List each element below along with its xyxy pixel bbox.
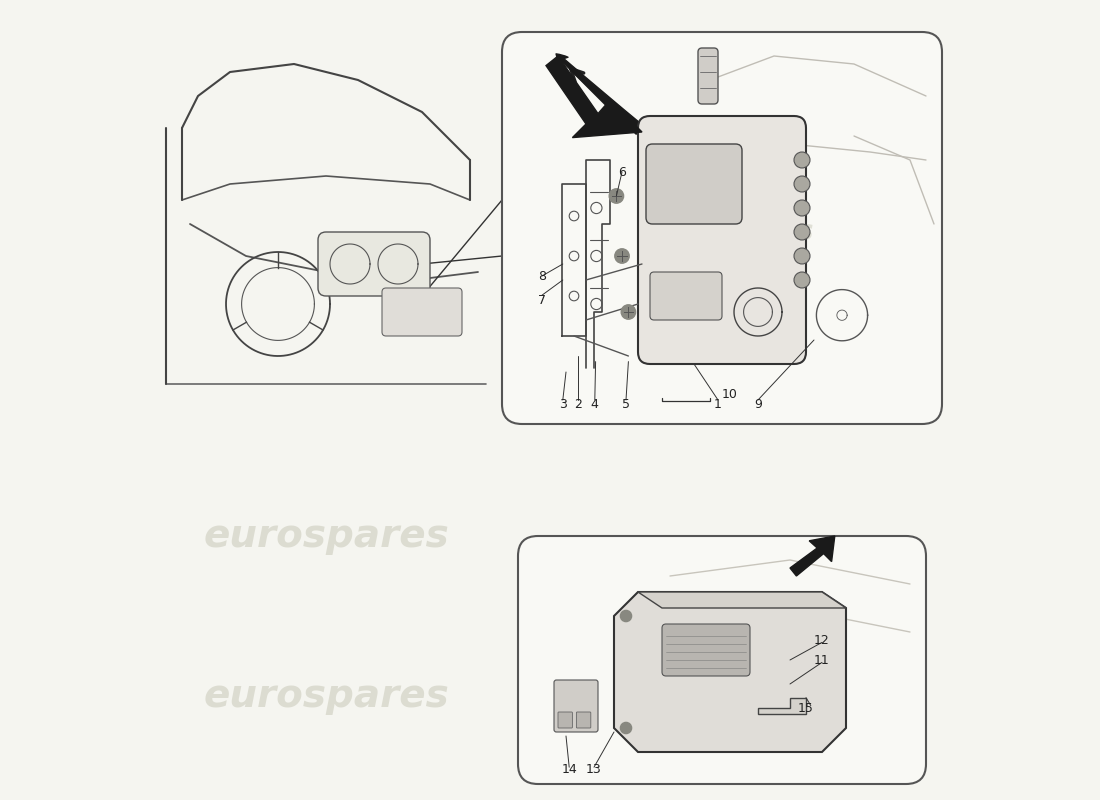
Polygon shape <box>638 592 846 608</box>
FancyBboxPatch shape <box>646 144 742 224</box>
FancyBboxPatch shape <box>382 288 462 336</box>
Circle shape <box>794 176 810 192</box>
Text: 3: 3 <box>559 398 566 411</box>
Text: 10: 10 <box>722 388 738 401</box>
Text: 11: 11 <box>814 654 829 666</box>
Circle shape <box>794 272 810 288</box>
Polygon shape <box>758 698 806 714</box>
FancyBboxPatch shape <box>662 624 750 676</box>
FancyBboxPatch shape <box>638 116 806 364</box>
Text: 2: 2 <box>574 398 582 411</box>
Circle shape <box>794 200 810 216</box>
Circle shape <box>615 249 629 263</box>
FancyBboxPatch shape <box>576 712 591 728</box>
Text: 13: 13 <box>586 763 602 776</box>
Text: 7: 7 <box>538 294 546 306</box>
Circle shape <box>621 305 636 319</box>
Text: 14: 14 <box>561 763 578 776</box>
Circle shape <box>620 610 631 622</box>
FancyBboxPatch shape <box>554 680 598 732</box>
Text: 15: 15 <box>799 702 814 714</box>
FancyBboxPatch shape <box>698 48 718 104</box>
Text: eurospares: eurospares <box>204 517 449 555</box>
Circle shape <box>794 224 810 240</box>
FancyBboxPatch shape <box>502 32 942 424</box>
FancyBboxPatch shape <box>518 536 926 784</box>
Polygon shape <box>790 536 835 576</box>
FancyBboxPatch shape <box>650 272 722 320</box>
Circle shape <box>609 189 624 203</box>
Circle shape <box>794 152 810 168</box>
Text: 8: 8 <box>538 270 546 282</box>
Circle shape <box>794 248 810 264</box>
Text: eurospares: eurospares <box>204 677 449 715</box>
Text: eurospares: eurospares <box>663 650 804 670</box>
Text: eurospares: eurospares <box>638 218 814 246</box>
Text: 4: 4 <box>591 398 598 411</box>
Polygon shape <box>614 592 846 752</box>
Text: eurospares: eurospares <box>647 660 805 684</box>
Text: 1: 1 <box>714 398 722 411</box>
Text: 5: 5 <box>621 398 630 411</box>
FancyBboxPatch shape <box>318 232 430 296</box>
Text: 9: 9 <box>755 398 762 411</box>
FancyBboxPatch shape <box>558 712 572 728</box>
Polygon shape <box>546 56 642 138</box>
Text: 12: 12 <box>814 634 829 646</box>
Text: 6: 6 <box>618 166 626 178</box>
Circle shape <box>620 722 631 734</box>
